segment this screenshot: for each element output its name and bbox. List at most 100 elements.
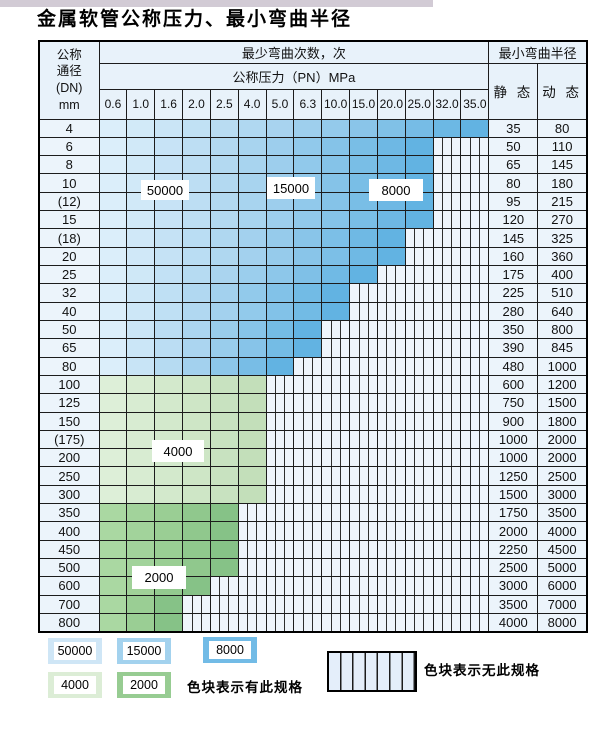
spec-available-cell — [265, 338, 295, 358]
spec-available-cell — [182, 155, 211, 175]
spec-available-cell — [126, 503, 156, 523]
spec-available-cell — [209, 264, 239, 285]
spec-available-cell — [237, 173, 267, 193]
static-radius-cell: 160 — [488, 246, 539, 267]
no-spec-cell — [432, 356, 462, 376]
spec-available-cell — [293, 301, 323, 321]
spec-available-cell — [154, 356, 184, 376]
spec-available-cell — [154, 612, 184, 633]
spec-available-cell — [321, 246, 351, 267]
no-spec-cell — [293, 521, 323, 541]
table-row: (175) 1000 2000 — [38, 429, 588, 450]
no-spec-cell — [349, 503, 378, 523]
spec-available-cell — [293, 228, 323, 248]
no-spec-cell — [404, 576, 434, 596]
spec-available-cell — [126, 612, 156, 633]
dn-cell: 40 — [38, 301, 100, 321]
dn-cell: (12) — [38, 191, 100, 212]
table-row: 800 4000 8000 — [38, 612, 588, 633]
no-spec-cell — [265, 521, 295, 541]
no-spec-cell — [432, 539, 462, 560]
dn-cell: 8 — [38, 155, 100, 175]
no-spec-cell — [460, 393, 490, 413]
no-spec-cell — [349, 539, 378, 560]
dynamic-radius-cell: 2000 — [537, 429, 588, 450]
spec-available-cell — [98, 429, 128, 450]
no-spec-cell — [404, 612, 434, 633]
spec-available-cell — [98, 539, 128, 560]
no-spec-cell — [265, 539, 295, 560]
spec-available-cell — [126, 136, 156, 157]
no-spec-cell — [349, 393, 378, 413]
no-spec-cell — [265, 576, 295, 596]
no-spec-cell — [404, 393, 434, 413]
spec-available-cell — [237, 319, 267, 340]
spec-available-cell — [265, 228, 295, 248]
spec-available-cell — [376, 118, 406, 138]
spec-available-cell — [126, 246, 156, 267]
pressure-col-header: 1.0 — [126, 88, 156, 120]
spec-available-cell — [321, 136, 351, 157]
no-spec-cell — [293, 576, 323, 596]
spec-available-cell — [432, 118, 462, 138]
spec-available-cell — [98, 393, 128, 413]
dynamic-radius-cell: 800 — [537, 319, 588, 340]
no-spec-cell — [404, 411, 434, 431]
table-row: 50 350 800 — [38, 319, 588, 340]
no-spec-cell — [182, 612, 211, 633]
static-radius-cell: 80 — [488, 173, 539, 193]
spec-available-cell — [321, 228, 351, 248]
table-body: 4 35 80 6 50 110 8 65 145 10 80 180 (12) 95 215 15 120 27… — [38, 118, 588, 633]
no-spec-cell — [349, 301, 378, 321]
dynamic-radius-cell: 3500 — [537, 503, 588, 523]
no-spec-cell — [432, 557, 462, 578]
no-spec-cell — [265, 503, 295, 523]
no-spec-cell — [404, 594, 434, 614]
static-radius-cell: 2000 — [488, 521, 539, 541]
no-spec-cell — [376, 448, 406, 468]
spec-available-cell — [98, 118, 128, 138]
spec-available-cell — [98, 283, 128, 303]
no-spec-cell — [460, 576, 490, 596]
cycle-zone-label-15000: 15000 — [267, 177, 315, 199]
no-spec-cell — [293, 539, 323, 560]
no-spec-cell — [376, 264, 406, 285]
no-spec-cell — [349, 594, 378, 614]
no-spec-cell — [460, 210, 490, 230]
spec-available-cell — [265, 155, 295, 175]
no-spec-cell — [349, 448, 378, 468]
no-spec-cell — [349, 319, 378, 340]
no-spec-cell — [404, 374, 434, 395]
dn-cell: 300 — [38, 484, 100, 505]
dn-cell: 350 — [38, 503, 100, 523]
spec-available-cell — [154, 155, 184, 175]
dn-header-line: 公称 — [56, 47, 82, 62]
no-spec-cell — [460, 356, 490, 376]
spec-available-cell — [98, 466, 128, 486]
no-spec-cell — [404, 466, 434, 486]
spec-available-cell — [209, 246, 239, 267]
spec-available-cell — [237, 411, 267, 431]
static-radius-cell: 4000 — [488, 612, 539, 633]
no-spec-cell — [376, 576, 406, 596]
spec-available-cell — [154, 136, 184, 157]
spec-available-cell — [126, 411, 156, 431]
no-spec-cell — [404, 319, 434, 340]
no-spec-cell — [376, 484, 406, 505]
spec-available-cell — [321, 118, 351, 138]
dynamic-radius-cell: 845 — [537, 338, 588, 358]
spec-available-cell — [182, 411, 211, 431]
spec-available-cell — [126, 228, 156, 248]
spec-available-cell — [265, 246, 295, 267]
dynamic-radius-cell: 180 — [537, 173, 588, 193]
spec-available-cell — [293, 319, 323, 340]
no-spec-cell — [265, 429, 295, 450]
static-radius-cell: 390 — [488, 338, 539, 358]
spec-available-cell — [237, 228, 267, 248]
spec-available-cell — [126, 283, 156, 303]
no-spec-cell — [376, 374, 406, 395]
dn-cell: 125 — [38, 393, 100, 413]
no-spec-cell — [376, 356, 406, 376]
no-spec-cell — [460, 228, 490, 248]
spec-available-cell — [98, 484, 128, 505]
